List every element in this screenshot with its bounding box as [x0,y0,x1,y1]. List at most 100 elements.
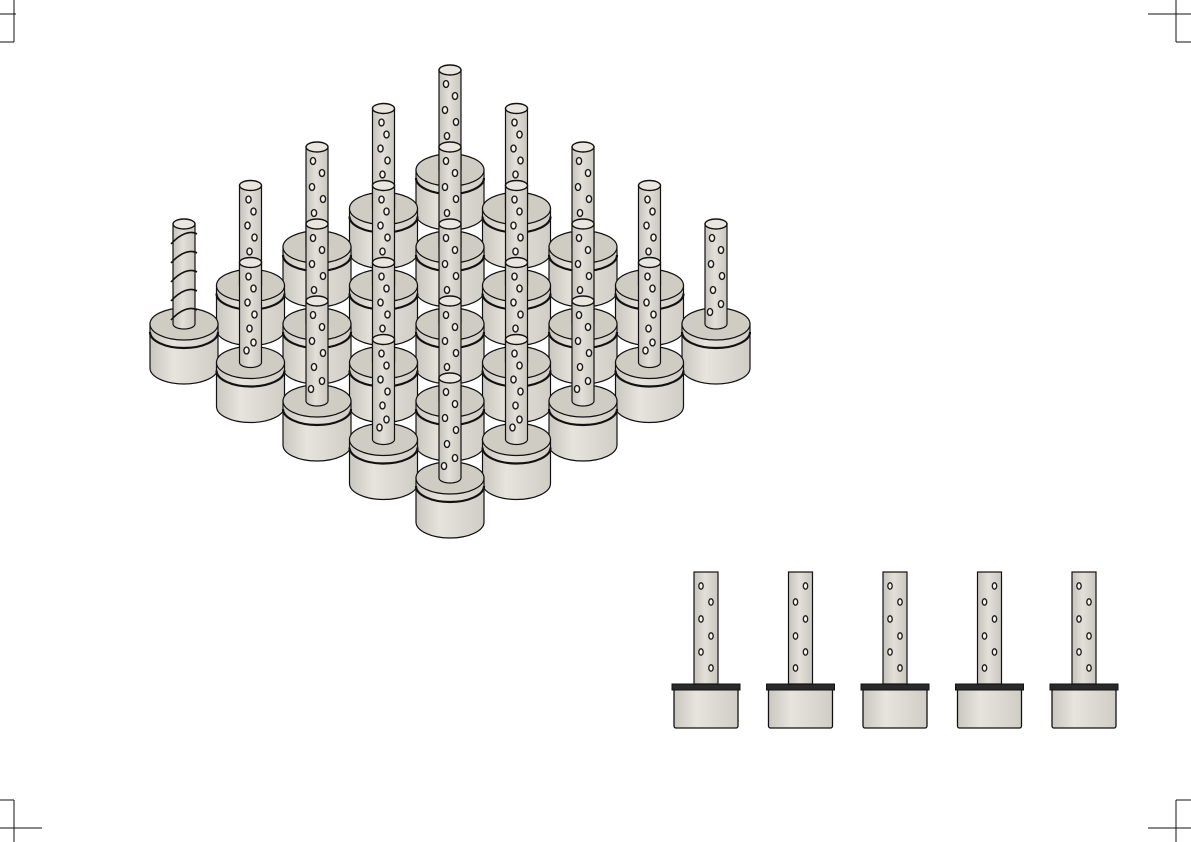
front-pin-hole [792,598,799,606]
pin-hole [318,376,326,386]
front-pin-hole [708,598,714,606]
front-pin-hole [708,664,714,672]
front-pin-hole [981,664,988,672]
pin-tube-top [371,179,396,192]
front-pin-hole [981,632,988,640]
pin-hole [378,272,385,281]
pin-hole [574,259,582,269]
pin-hole [377,375,384,384]
pin-tube-top [504,333,529,346]
pin-base [548,400,618,462]
pin-hole [246,247,253,256]
front-pin-hole [981,598,988,606]
pin-hole [511,272,518,281]
pin-hole [576,208,584,218]
pin-hole [246,324,253,333]
pin-hole [441,182,449,192]
pin-flange-line [680,331,752,350]
iso-pin [215,256,286,424]
pin-hole [717,299,725,309]
front-pin-hole [802,648,809,656]
pin-hole [308,336,316,346]
pin-tube-top [438,64,462,76]
pin-hole [378,118,385,127]
front-pin-hole [802,615,809,623]
pin-hole [584,322,592,332]
front-pin-base [956,688,1023,729]
front-pin-tube [976,571,1003,685]
front-pin-hole [991,648,998,656]
iso-pin [614,256,685,424]
pin-hole [517,233,524,242]
pin-hole [516,284,523,293]
pin-hole [377,221,384,230]
pin-flange-line [414,485,486,504]
pin-flange-line [348,447,419,465]
pin-hole [452,117,460,127]
pin-hole [510,221,517,230]
pin-hole [441,259,449,269]
pin-hole [378,195,385,204]
iso-pin-helix [148,218,220,385]
front-pin-hole [698,582,704,590]
pin-hole [441,336,449,346]
pin-hole [245,195,252,204]
front-pin [766,571,835,729]
front-pin-hole [1076,648,1082,656]
pin-hole [384,156,391,165]
pin-hole [516,130,523,139]
pin-hole [376,423,383,432]
pin-hole [451,168,459,178]
pin-hole [442,233,450,243]
front-pin-hole [1076,582,1082,590]
pin-hole [379,247,386,256]
pin-tube-top [571,218,595,230]
pin-tube-top [371,256,396,269]
pin-hole [574,336,582,346]
pin-hole [310,208,318,218]
pin-tube-top [172,218,196,230]
front-pin-flange [766,683,835,691]
front-pin-tube [787,571,814,685]
pin-hole [442,310,450,320]
pin-hole [512,170,519,179]
front-pin-flange [860,683,930,691]
pin-hole [517,156,524,165]
pin-hole [452,348,460,358]
pin-tube-top [571,141,595,153]
pin-hole [250,284,257,293]
pin-hole [250,207,257,216]
front-pin-hole [897,664,903,672]
pin-hole [308,182,316,192]
corner-mark-bottom-left [0,799,42,842]
pin-tube-top [371,102,396,115]
front-pin [1049,571,1119,729]
pin-hole [310,285,318,295]
pin-hole [383,207,390,216]
pin-hole [645,247,652,256]
pin-hole [516,415,523,424]
pin-base [481,438,552,501]
pin-tube-top [637,256,662,269]
front-pin [671,571,741,729]
pin-tube-top [238,179,263,192]
pin-hole [451,91,459,101]
pin-hole [649,284,656,293]
pin-hole [251,233,258,242]
pin-flange-line [547,408,619,427]
front-pin-hole [1086,598,1092,606]
iso-pin [348,333,419,501]
pin-hole [516,361,523,370]
pin-hole [318,322,326,332]
pin-hole [451,322,459,332]
front-pin-hole [1086,664,1092,672]
front-pin-hole [802,582,809,590]
pin-tube-top [438,141,462,153]
corner-mark-bottom-right [1148,799,1191,842]
pin-hole [650,233,657,242]
pin-hole [384,387,391,396]
pin-hole [319,271,327,281]
pin-hole [575,233,583,243]
